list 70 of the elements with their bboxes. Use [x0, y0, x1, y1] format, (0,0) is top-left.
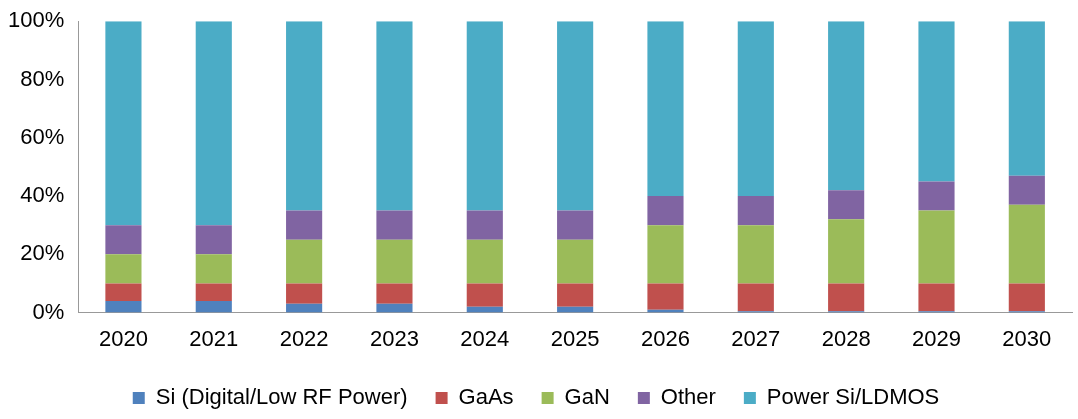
bar	[105, 254, 142, 284]
bar	[918, 283, 955, 312]
bar	[105, 300, 142, 313]
bar	[557, 210, 594, 240]
bar	[286, 303, 323, 313]
bar	[1008, 204, 1045, 284]
bar	[376, 239, 413, 284]
bar	[376, 210, 413, 240]
bar	[828, 21, 865, 191]
bar	[647, 225, 684, 284]
bar	[647, 21, 684, 197]
x-tick-label: 2022	[279, 325, 329, 351]
bar	[557, 283, 594, 307]
x-tick-label: 2027	[731, 325, 781, 351]
y-tick-label: 100%	[7, 7, 65, 33]
bar	[195, 225, 232, 255]
bar	[647, 196, 684, 226]
bar	[737, 283, 774, 312]
bar	[105, 21, 142, 226]
y-tick-label: 40%	[20, 182, 65, 208]
y-tick-label: 60%	[20, 123, 65, 149]
x-tick-label: 2025	[550, 325, 600, 351]
bar	[195, 283, 232, 301]
bar	[376, 283, 413, 304]
x-tick-label: 2026	[641, 325, 690, 351]
legend-label: Power Si/LDMOS	[766, 384, 940, 410]
x-tick-label: 2030	[1002, 325, 1052, 351]
bar	[828, 283, 865, 312]
bar	[195, 300, 232, 313]
x-tick-label: 2028	[821, 325, 871, 351]
x-tick-label: 2029	[912, 325, 961, 351]
bar	[737, 225, 774, 284]
bar	[105, 225, 142, 255]
bar	[647, 283, 684, 310]
legend-label: GaN	[564, 384, 610, 410]
legend-label: GaAs	[458, 384, 514, 410]
x-tick-label: 2020	[98, 325, 148, 351]
bar	[1008, 175, 1045, 205]
x-tick-label: 2021	[189, 325, 239, 351]
bar	[918, 181, 955, 211]
bar	[195, 254, 232, 284]
bar	[286, 283, 323, 304]
bar	[466, 210, 503, 240]
bar	[376, 21, 413, 211]
bar	[286, 210, 323, 240]
x-tick-label: 2024	[460, 325, 510, 351]
y-tick-label: 20%	[20, 240, 65, 266]
bar	[376, 303, 413, 313]
bar	[1008, 21, 1045, 176]
bar	[466, 21, 503, 211]
bar	[466, 283, 503, 307]
bar	[466, 239, 503, 284]
legend-label: Si (Digital/Low RF Power)	[155, 384, 408, 410]
bar	[286, 21, 323, 211]
bar	[828, 190, 865, 220]
bar	[557, 21, 594, 211]
y-tick-label: 0%	[32, 298, 65, 324]
bar	[737, 196, 774, 226]
bar	[1008, 283, 1045, 312]
bar	[828, 219, 865, 284]
bar	[286, 239, 323, 284]
y-tick-label: 80%	[20, 65, 65, 91]
bar	[557, 239, 594, 284]
x-tick-label: 2023	[369, 325, 419, 351]
bar	[918, 21, 955, 182]
bar	[918, 210, 955, 284]
bar	[737, 21, 774, 197]
bar	[105, 283, 142, 301]
legend-label: Other	[660, 384, 716, 410]
bar	[195, 21, 232, 226]
